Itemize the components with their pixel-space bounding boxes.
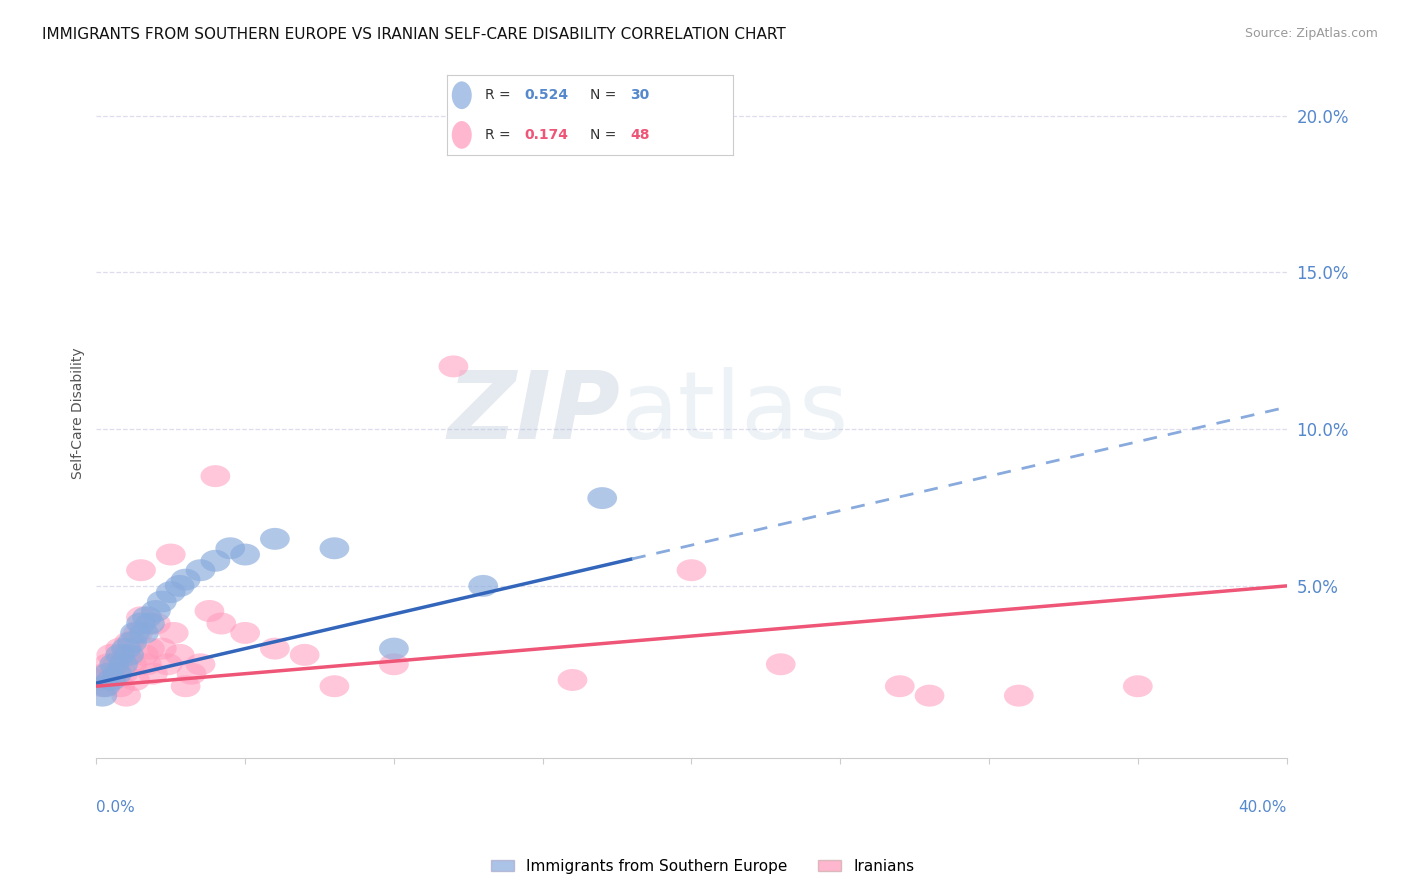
Ellipse shape (676, 559, 706, 582)
Ellipse shape (117, 632, 148, 653)
Text: atlas: atlas (620, 368, 848, 459)
Ellipse shape (114, 632, 143, 653)
Ellipse shape (129, 644, 159, 665)
Ellipse shape (105, 644, 135, 665)
Ellipse shape (103, 653, 132, 675)
Ellipse shape (90, 675, 120, 698)
Ellipse shape (201, 465, 231, 487)
Ellipse shape (156, 582, 186, 603)
Ellipse shape (380, 638, 409, 659)
Legend: Immigrants from Southern Europe, Iranians: Immigrants from Southern Europe, Iranian… (485, 853, 921, 880)
Ellipse shape (138, 663, 167, 685)
Ellipse shape (558, 669, 588, 691)
Text: ZIP: ZIP (447, 368, 620, 459)
Ellipse shape (87, 685, 117, 706)
Ellipse shape (141, 600, 170, 622)
Ellipse shape (97, 644, 127, 665)
Ellipse shape (915, 685, 945, 706)
Ellipse shape (231, 543, 260, 566)
Ellipse shape (90, 663, 120, 685)
Ellipse shape (93, 653, 124, 675)
Ellipse shape (319, 675, 349, 698)
Ellipse shape (201, 549, 231, 572)
Text: 40.0%: 40.0% (1239, 800, 1286, 814)
Ellipse shape (231, 622, 260, 644)
Ellipse shape (207, 613, 236, 634)
Ellipse shape (148, 638, 177, 659)
Ellipse shape (111, 638, 141, 659)
Ellipse shape (194, 600, 225, 622)
Ellipse shape (105, 638, 135, 659)
Ellipse shape (170, 568, 201, 591)
Text: Source: ZipAtlas.com: Source: ZipAtlas.com (1244, 27, 1378, 40)
Ellipse shape (135, 613, 165, 634)
Ellipse shape (87, 675, 117, 698)
Ellipse shape (177, 663, 207, 685)
Ellipse shape (884, 675, 915, 698)
Ellipse shape (319, 537, 349, 559)
Ellipse shape (132, 653, 162, 675)
Ellipse shape (135, 638, 165, 659)
Ellipse shape (127, 613, 156, 634)
Ellipse shape (111, 644, 141, 665)
Ellipse shape (186, 559, 215, 582)
Ellipse shape (165, 644, 194, 665)
Ellipse shape (100, 653, 129, 675)
Ellipse shape (260, 528, 290, 549)
Ellipse shape (260, 638, 290, 659)
Ellipse shape (120, 669, 150, 691)
Ellipse shape (215, 537, 245, 559)
Ellipse shape (100, 663, 129, 685)
Ellipse shape (108, 663, 138, 685)
Ellipse shape (186, 653, 215, 675)
Ellipse shape (127, 559, 156, 582)
Text: IMMIGRANTS FROM SOUTHERN EUROPE VS IRANIAN SELF-CARE DISABILITY CORRELATION CHAR: IMMIGRANTS FROM SOUTHERN EUROPE VS IRANI… (42, 27, 786, 42)
Ellipse shape (97, 669, 127, 691)
Ellipse shape (132, 607, 162, 628)
Ellipse shape (84, 669, 114, 691)
Text: 0.0%: 0.0% (97, 800, 135, 814)
Ellipse shape (165, 575, 194, 597)
Ellipse shape (129, 622, 159, 644)
Ellipse shape (468, 575, 498, 597)
Ellipse shape (120, 622, 150, 644)
Ellipse shape (170, 675, 201, 698)
Ellipse shape (1004, 685, 1033, 706)
Ellipse shape (156, 543, 186, 566)
Ellipse shape (766, 653, 796, 675)
Ellipse shape (153, 653, 183, 675)
Ellipse shape (148, 591, 177, 613)
Ellipse shape (141, 613, 170, 634)
Ellipse shape (1123, 675, 1153, 698)
Ellipse shape (108, 653, 138, 675)
Ellipse shape (114, 644, 143, 665)
Ellipse shape (117, 653, 148, 675)
Y-axis label: Self-Care Disability: Self-Care Disability (72, 348, 86, 479)
Ellipse shape (380, 653, 409, 675)
Ellipse shape (103, 663, 132, 685)
Ellipse shape (97, 669, 127, 691)
Ellipse shape (105, 675, 135, 698)
Ellipse shape (93, 663, 124, 685)
Ellipse shape (111, 685, 141, 706)
Ellipse shape (290, 644, 319, 665)
Ellipse shape (127, 607, 156, 628)
Ellipse shape (588, 487, 617, 509)
Ellipse shape (439, 355, 468, 377)
Ellipse shape (124, 622, 153, 644)
Ellipse shape (159, 622, 188, 644)
